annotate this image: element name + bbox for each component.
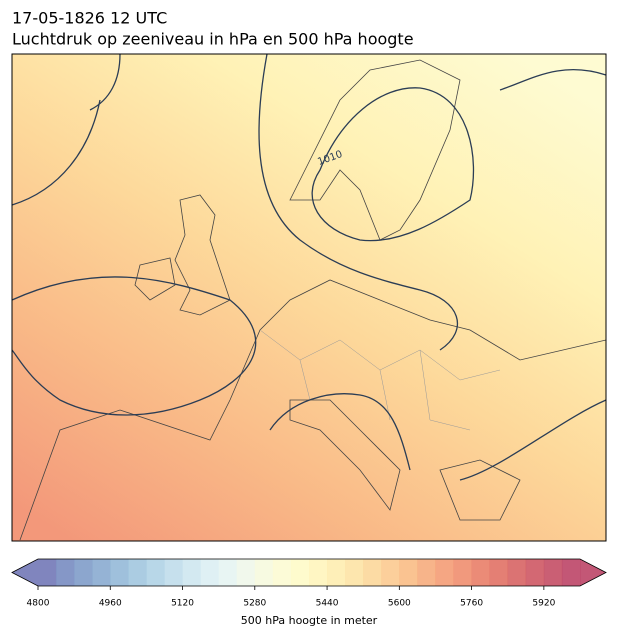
colorbar-segment <box>345 559 364 586</box>
coastline <box>439 459 521 521</box>
colorbar-segment <box>290 559 310 586</box>
colorbar-segment <box>543 559 563 586</box>
colorbar-tick-label: 5120 <box>171 599 194 609</box>
colorbar-segment <box>363 559 382 586</box>
coastline <box>289 59 461 241</box>
isobar <box>269 393 607 481</box>
colorbar-segment <box>381 559 400 586</box>
coastline <box>134 257 176 301</box>
colorbar-segment <box>74 559 93 586</box>
colorbar-segment <box>489 559 509 586</box>
colorbar-tick-label: 4800 <box>27 599 50 609</box>
colorbar-segment <box>417 559 436 586</box>
title: 17-05-1826 12 UTC <box>12 9 167 28</box>
colorbar-tick-label: 5600 <box>388 599 411 609</box>
colorbar-segment <box>38 559 57 586</box>
colorbar-segment <box>399 559 418 586</box>
colorbar-segment <box>525 559 545 586</box>
coastline <box>289 399 401 511</box>
extend-high <box>580 559 606 586</box>
colorbar-segment <box>254 559 274 586</box>
colorbar-segment <box>92 559 111 586</box>
map: 1010 <box>11 53 607 542</box>
colorbar-segment <box>236 559 256 586</box>
colorbar-tick-label: 5760 <box>460 599 483 609</box>
colorbar-tick-label: 4960 <box>99 599 122 609</box>
coastline <box>19 279 607 541</box>
isobar <box>11 68 607 416</box>
colorbar-tick-label: 5440 <box>316 599 339 609</box>
colorbar-segment <box>110 559 129 586</box>
extend-low <box>12 559 38 586</box>
colorbar-segment <box>453 559 472 586</box>
coastline <box>174 194 231 316</box>
colorbar-segment <box>182 559 201 586</box>
border <box>259 329 501 431</box>
colorbar: 4800 4960 5120 5280 5440 5600 5760 5920 <box>11 558 607 609</box>
colorbar-segment <box>327 559 346 586</box>
colorbar-tick-label: 5920 <box>532 599 555 609</box>
colorbar-label: 500 hPa hoogte in meter <box>241 614 378 627</box>
colorbar-segment <box>435 559 454 586</box>
isobar <box>258 53 458 351</box>
isobar <box>11 53 121 206</box>
height-field <box>12 54 606 541</box>
colorbar-segment <box>309 559 328 586</box>
colorbar-segment <box>164 559 183 586</box>
isobar <box>311 87 475 242</box>
colorbar-segment <box>272 559 292 586</box>
map-frame <box>11 53 607 542</box>
colorbar-segment <box>146 559 165 586</box>
colorbar-segment <box>200 559 219 586</box>
colorbar-segment <box>561 559 581 586</box>
colorbar-segment <box>56 559 75 586</box>
colorbar-tick-label: 5280 <box>243 599 266 609</box>
colorbar-segment <box>218 559 238 586</box>
subtitle: Luchtdruk op zeeniveau in hPa en 500 hPa… <box>12 30 414 49</box>
colorbar-segment <box>471 559 490 586</box>
colorbar-segment <box>507 559 527 586</box>
colorbar-segment <box>128 559 147 586</box>
